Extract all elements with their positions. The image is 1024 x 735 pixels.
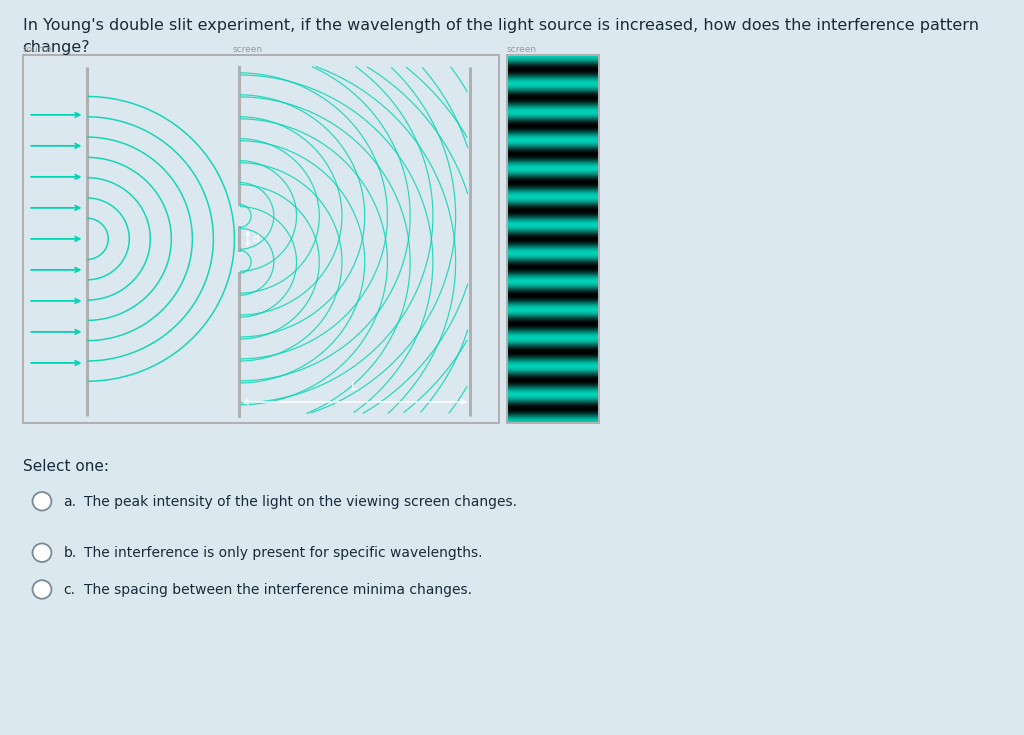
Text: The spacing between the interference minima changes.: The spacing between the interference min…	[84, 583, 472, 598]
Text: L: L	[351, 380, 358, 392]
Text: c.: c.	[63, 583, 76, 598]
Circle shape	[33, 543, 51, 562]
Text: screen: screen	[507, 45, 537, 54]
Text: The peak intensity of the light on the viewing screen changes.: The peak intensity of the light on the v…	[84, 495, 517, 509]
Text: screen: screen	[232, 45, 262, 54]
Text: The interference is only present for specific wavelengths.: The interference is only present for spe…	[84, 546, 482, 561]
Text: b.: b.	[63, 546, 77, 561]
Text: change?: change?	[23, 40, 90, 55]
Circle shape	[33, 492, 51, 511]
Text: a.: a.	[63, 495, 77, 509]
Text: d: d	[253, 234, 259, 244]
Text: In Young's double slit experiment, if the wavelength of the light source is incr: In Young's double slit experiment, if th…	[23, 18, 979, 33]
Text: source: source	[23, 45, 52, 54]
Circle shape	[33, 580, 51, 599]
Text: Select one:: Select one:	[23, 459, 109, 474]
Bar	[23, 55, 499, 423]
